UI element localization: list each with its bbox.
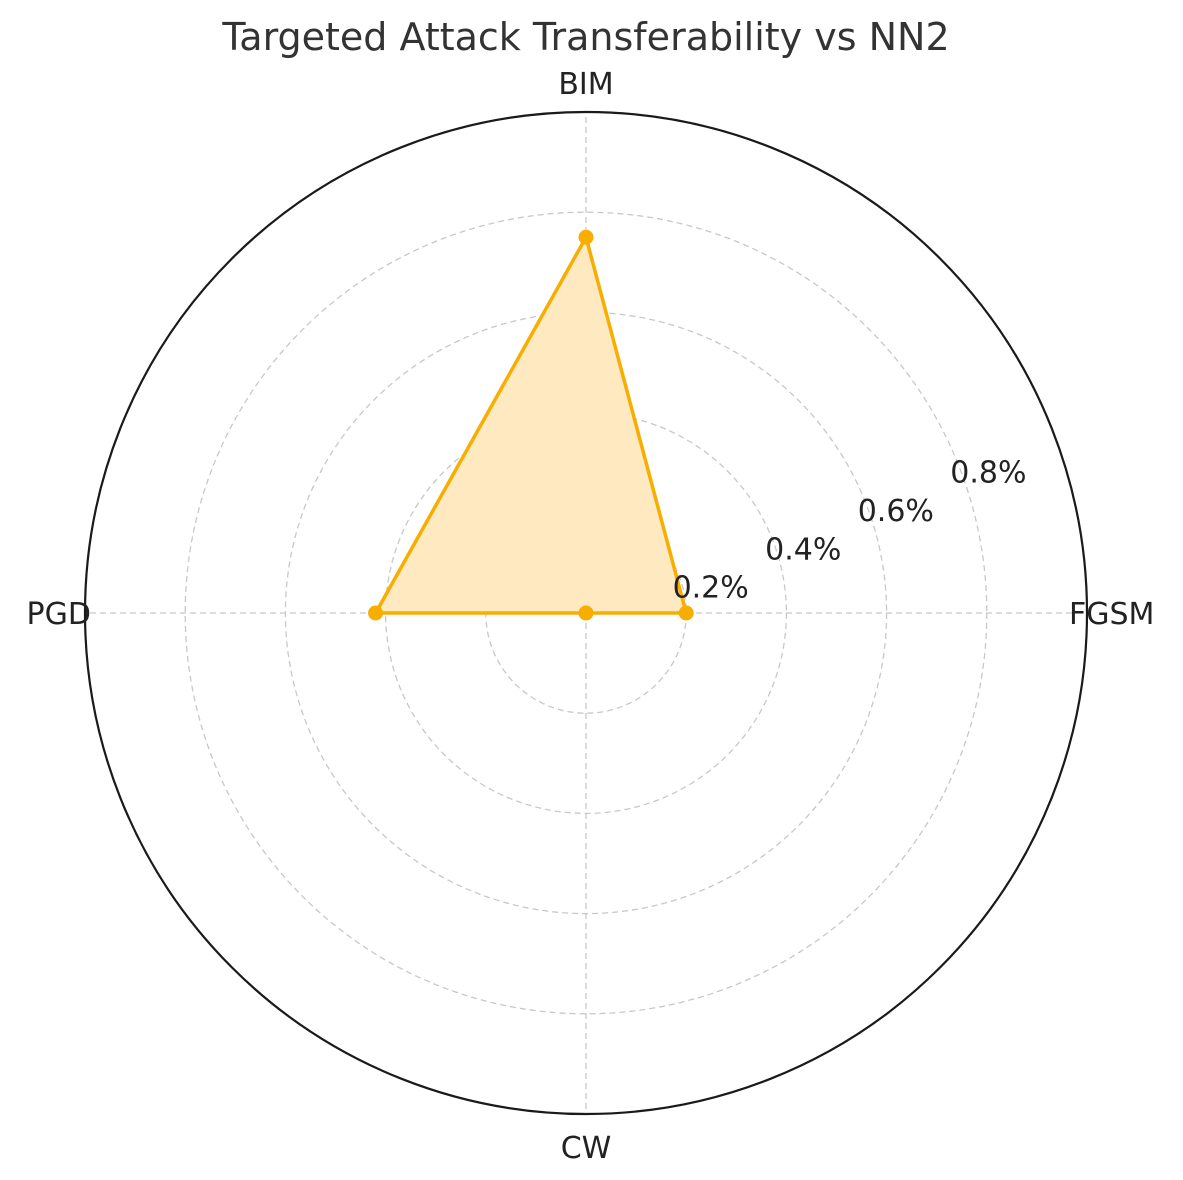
- polar-frame: [83, 110, 1089, 1116]
- r-tick-label: 0.4%: [765, 532, 841, 567]
- series-area: [375, 237, 687, 614]
- category-label: FGSM: [1069, 597, 1154, 632]
- series-point: [678, 605, 694, 621]
- series-point: [578, 605, 594, 621]
- category-label: PGD: [27, 597, 91, 632]
- series-point: [578, 229, 594, 245]
- r-tick-label: 0.6%: [858, 494, 934, 529]
- r-tick-label: 0.8%: [950, 456, 1026, 491]
- series-layer: [368, 229, 694, 621]
- label-layer: 0.2% 0.4% 0.6% 0.8% FGSM BIM PGD CW: [27, 67, 1155, 1166]
- chart-title: Targeted Attack Transferability vs NN2: [221, 15, 949, 59]
- series-point: [368, 605, 384, 621]
- category-label: BIM: [558, 67, 613, 102]
- category-label: CW: [561, 1131, 612, 1166]
- r-tick-label: 0.2%: [673, 571, 749, 606]
